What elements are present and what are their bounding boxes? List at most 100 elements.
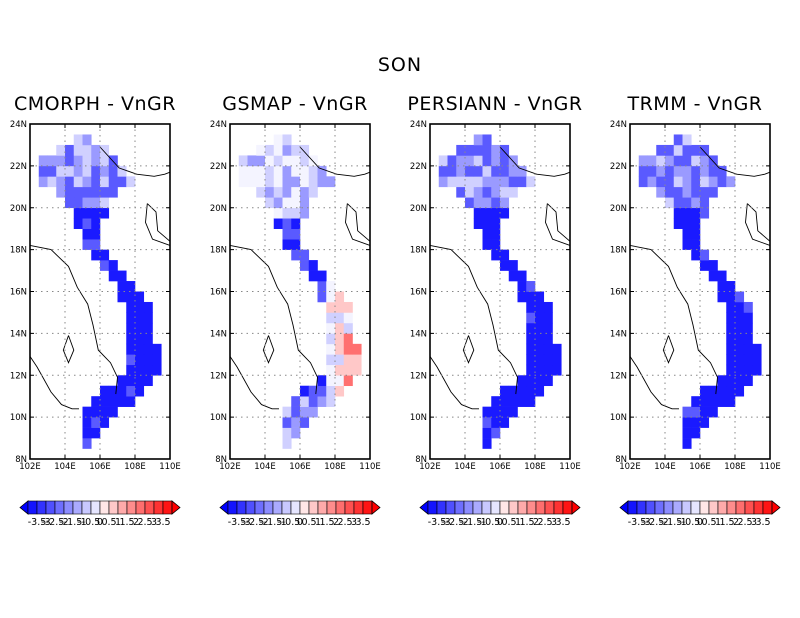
data-cell: [152, 343, 162, 355]
data-cell: [317, 281, 327, 292]
data-cell: [508, 155, 518, 167]
colorbar-label: 2: [133, 517, 139, 528]
data-cell: [100, 417, 110, 428]
data-cell: [291, 218, 301, 229]
data-cell: [56, 186, 66, 198]
data-cell: [456, 186, 466, 198]
data-cell: [700, 186, 710, 198]
x-tick-label: 104E: [254, 462, 276, 472]
data-cell: [300, 197, 310, 209]
data-cell: [543, 375, 553, 387]
data-cell: [135, 343, 145, 355]
y-tick-label: 14N: [610, 329, 627, 339]
data-cell: [691, 239, 701, 250]
data-cell: [247, 176, 257, 188]
x-tick-label: 108E: [724, 462, 746, 472]
data-cell: [108, 165, 118, 177]
colorbar-label: -3.5: [28, 517, 47, 528]
data-cell: [673, 134, 683, 146]
data-cell: [500, 155, 510, 167]
data-cell: [700, 165, 710, 177]
y-tick-label: 8N: [415, 455, 427, 465]
data-cell: [265, 155, 275, 167]
data-cell: [500, 207, 510, 219]
data-cell: [300, 207, 310, 219]
data-cell: [117, 281, 127, 292]
x-tick-label: 104E: [54, 462, 76, 472]
colorbar-label: 3.5: [155, 517, 170, 528]
data-cell: [300, 406, 310, 418]
y-tick-label: 14N: [10, 329, 27, 339]
data-cell: [126, 333, 136, 345]
data-cell: [65, 165, 75, 177]
data-cell: [326, 291, 336, 303]
x-tick-label: 106E: [89, 462, 111, 472]
data-cell: [317, 375, 327, 387]
data-cell: [717, 385, 727, 397]
data-cell: [100, 197, 110, 209]
colorbar-segment: [454, 500, 465, 515]
data-cell: [282, 176, 292, 188]
data-cell: [735, 322, 745, 334]
data-cell: [282, 165, 292, 177]
colorbar-label: 1.5: [519, 517, 534, 528]
data-cell: [100, 406, 110, 418]
data-cell: [73, 155, 83, 167]
data-cell: [508, 176, 518, 188]
data-cell: [682, 176, 692, 188]
data-cell: [682, 438, 692, 449]
data-cell: [117, 165, 127, 177]
data-cell: [700, 197, 710, 209]
data-cell: [500, 197, 510, 209]
data-cell: [473, 134, 483, 146]
data-cell: [508, 406, 518, 418]
data-cell: [726, 281, 736, 292]
data-cell: [135, 364, 145, 376]
data-cell: [117, 375, 127, 387]
data-cell: [673, 197, 683, 209]
data-cell: [517, 176, 527, 188]
panel-title-gsmap: GSMAP - VnGR: [222, 93, 368, 115]
data-cell: [482, 417, 492, 428]
data-cell: [473, 207, 483, 219]
colorbar-segment: [90, 500, 101, 515]
data-cell: [300, 155, 310, 167]
data-cell: [535, 364, 545, 376]
data-cell: [743, 364, 753, 376]
data-cell: [491, 165, 501, 177]
colorbar-over-triangle: [171, 500, 181, 515]
data-cell: [56, 144, 66, 156]
data-cell: [491, 207, 501, 219]
map-panel-2: 102E 104E 106E 108E 110E24N22N20N18N16N14N12…: [210, 120, 381, 528]
data-cell: [82, 176, 92, 188]
colorbar-segment: [526, 500, 537, 515]
colorbar-label: -1.5: [464, 517, 483, 528]
data-cell: [326, 375, 336, 387]
colorbar-segment: [508, 500, 519, 515]
colorbar-label: 0: [97, 517, 103, 528]
data-cell: [326, 364, 336, 376]
colorbar-label: -2: [659, 517, 668, 528]
colorbar-segment: [553, 500, 564, 515]
data-cell: [456, 176, 466, 188]
data-cell: [508, 396, 518, 407]
data-cell: [447, 176, 457, 188]
data-cell: [343, 364, 353, 376]
data-cell: [108, 270, 118, 282]
data-cell: [517, 385, 527, 397]
data-cell: [82, 134, 92, 146]
data-cell: [247, 155, 257, 167]
data-cell: [708, 155, 718, 167]
data-cell: [500, 186, 510, 198]
data-cell: [717, 270, 727, 282]
data-cell: [273, 207, 283, 219]
data-cell: [100, 385, 110, 397]
data-cell: [56, 176, 66, 188]
data-cell: [682, 218, 692, 229]
data-cell: [91, 165, 101, 177]
data-cell: [317, 176, 327, 188]
data-cell: [108, 186, 118, 198]
data-cell: [665, 144, 675, 156]
data-cell: [717, 281, 727, 292]
data-cell: [456, 144, 466, 156]
